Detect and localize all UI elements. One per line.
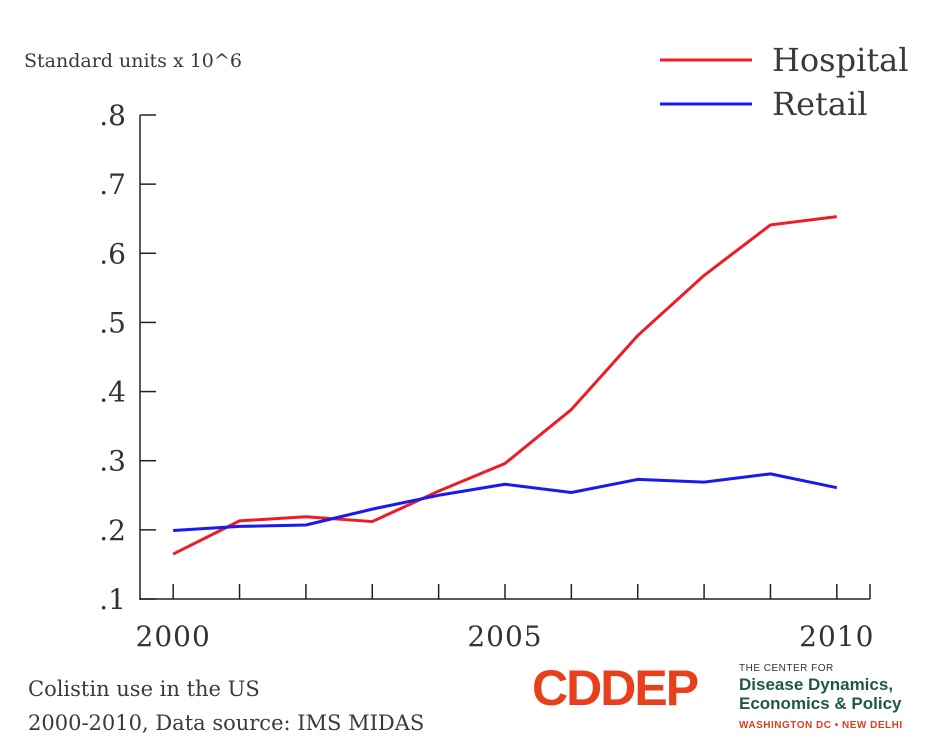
y-tick-label: .3 xyxy=(99,445,126,478)
y-tick-label: .4 xyxy=(99,376,126,409)
logo-text-block: THE CENTER FOR Disease Dynamics, Economi… xyxy=(739,663,903,731)
logo-main-line-2: Economics & Policy xyxy=(739,694,902,713)
x-tick-label: 2005 xyxy=(467,620,542,653)
logo-letter: D xyxy=(566,660,602,716)
chart-caption: Colistin use in the US 2000-2010, Data s… xyxy=(28,672,424,740)
y-tick-label: .2 xyxy=(99,514,126,547)
series-line-retail xyxy=(173,472,838,533)
logo-letter: D xyxy=(600,660,636,716)
y-axis-unit-label: Standard units x 10^6 xyxy=(24,50,242,72)
logo-letter: C xyxy=(532,660,568,716)
y-tick-label: .5 xyxy=(99,306,126,339)
y-tick-label: .1 xyxy=(99,583,126,616)
legend-label: Hospital xyxy=(772,41,908,79)
caption-line-1: Colistin use in the US xyxy=(28,677,260,701)
logo-location-line: WASHINGTON DC • NEW DELHI xyxy=(739,720,903,731)
y-tick-label: .7 xyxy=(99,168,126,201)
cddep-logo: CDDEP THE CENTER FOR Disease Dynamics, E… xyxy=(532,660,922,740)
logo-wordmark: CDDEP xyxy=(532,660,699,716)
y-tick-label: .6 xyxy=(99,237,126,270)
legend-label: Retail xyxy=(772,85,867,123)
logo-letter: P xyxy=(665,660,699,716)
x-tick-label: 2000 xyxy=(136,620,211,653)
y-tick-label: .8 xyxy=(99,99,126,132)
logo-letter: E xyxy=(634,660,667,716)
caption-line-2: 2000-2010, Data source: IMS MIDAS xyxy=(28,711,425,735)
series-line-hospital xyxy=(172,215,838,556)
x-tick-label: 2010 xyxy=(799,620,874,653)
logo-small-line: THE CENTER FOR xyxy=(739,663,834,674)
logo-main-line-1: Disease Dynamics, xyxy=(739,675,894,694)
